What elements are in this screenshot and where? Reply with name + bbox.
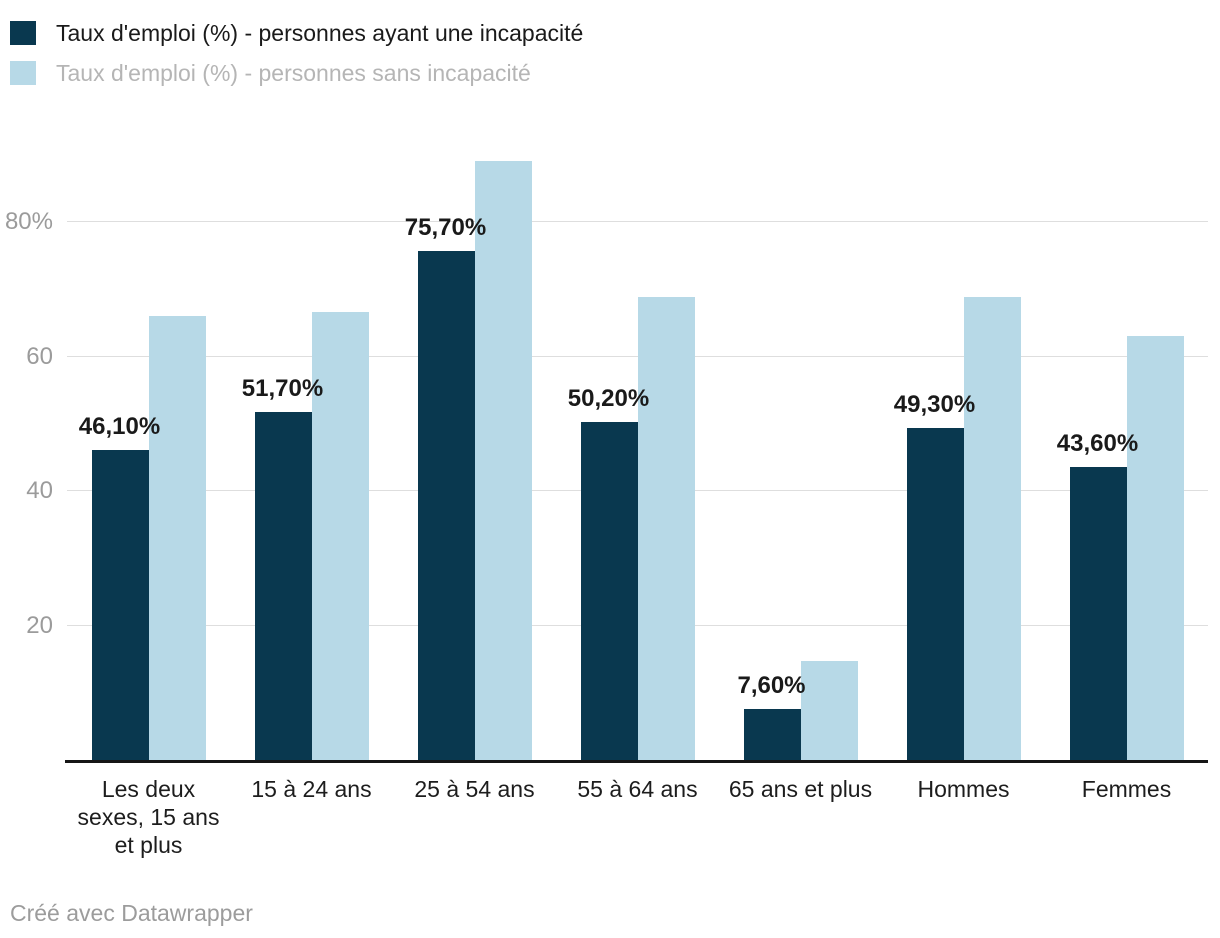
bar-value-label: 50,20% [567,385,650,412]
bar-group: 43,60% Femmes [1045,112,1208,802]
bar-sans-incapacite[interactable] [474,161,532,760]
bar-value-label: 51,70% [241,375,324,402]
x-axis-label: 65 ans et plus [728,776,873,802]
bar-group: 51,70% 15 à 24 ans [230,112,393,802]
bar-group: 7,60% 65 ans et plus [719,112,882,802]
legend-item-incapacite: Taux d'emploi (%) - personnes ayant une … [10,13,583,53]
bar-pair: 43,60% [1057,336,1184,760]
bar-value-label: 7,60% [737,672,806,699]
bar-group: 75,70% 25 à 54 ans [393,112,556,802]
x-axis-label: Les deux sexes, 15 ans et plus [77,776,220,858]
bar-pair: 50,20% [568,297,695,760]
y-tick-label: 80% [4,208,53,235]
bar-sans-incapacite[interactable] [311,312,369,760]
y-tick-label: 60 [26,342,53,370]
legend-swatch-incapacite [10,21,36,45]
legend: Taux d'emploi (%) - personnes ayant une … [10,13,583,93]
bar-value-label: 46,10% [78,413,161,440]
bar-value-label: 43,60% [1056,430,1139,457]
y-tick-label: 40 [26,477,53,504]
bar-sans-incapacite[interactable] [148,316,206,760]
x-axis-line [65,760,1208,763]
bar-avec-incapacite[interactable] [417,251,475,760]
bar-group: 49,30% Hommes [882,112,1045,802]
bar-pair: 49,30% [894,297,1021,760]
datawrapper-credit: Créé avec Datawrapper [10,900,253,926]
x-axis-label: 15 à 24 ans [251,776,372,802]
bar-pair: 51,70% [242,312,369,760]
bar-group: 50,20% 55 à 64 ans [556,112,719,802]
gridline [67,221,1208,222]
bar-sans-incapacite[interactable] [963,297,1021,760]
x-axis-label: 55 à 64 ans [577,776,698,802]
legend-item-sans-incapacite: Taux d'emploi (%) - personnes sans incap… [10,53,583,93]
bar-avec-incapacite[interactable] [1069,467,1127,760]
legend-swatch-sans-incapacite [10,61,36,85]
bar-pair: 7,60% [737,661,858,760]
bar-value-label: 49,30% [893,391,976,418]
bar-avec-incapacite[interactable] [743,709,801,760]
bar-pair: 46,10% [79,316,206,760]
bar-avec-incapacite[interactable] [580,422,638,760]
legend-label-sans-incapacite: Taux d'emploi (%) - personnes sans incap… [56,59,531,86]
y-tick-label: 20 [26,611,53,639]
bar-value-label: 75,70% [404,214,487,241]
x-axis-label: Femmes [1081,776,1172,802]
bar-avec-incapacite[interactable] [91,450,149,760]
bar-sans-incapacite[interactable] [800,661,858,760]
plot-area: 46,10% Les deux sexes, 15 ans et plus 51,7… [5,112,1208,858]
bar-sans-incapacite[interactable] [637,297,695,760]
bar-avec-incapacite[interactable] [906,428,964,760]
bar-groups: 46,10% Les deux sexes, 15 ans et plus 51,7… [67,112,1208,858]
bar-group: 46,10% Les deux sexes, 15 ans et plus [67,112,230,858]
bar-avec-incapacite[interactable] [254,412,312,760]
bar-sans-incapacite[interactable] [1126,336,1184,760]
x-axis-label: 25 à 54 ans [414,776,535,802]
legend-label-incapacite: Taux d'emploi (%) - personnes ayant une … [56,19,584,46]
bar-pair: 75,70% [405,161,532,760]
x-axis-label: Hommes [917,776,1010,802]
